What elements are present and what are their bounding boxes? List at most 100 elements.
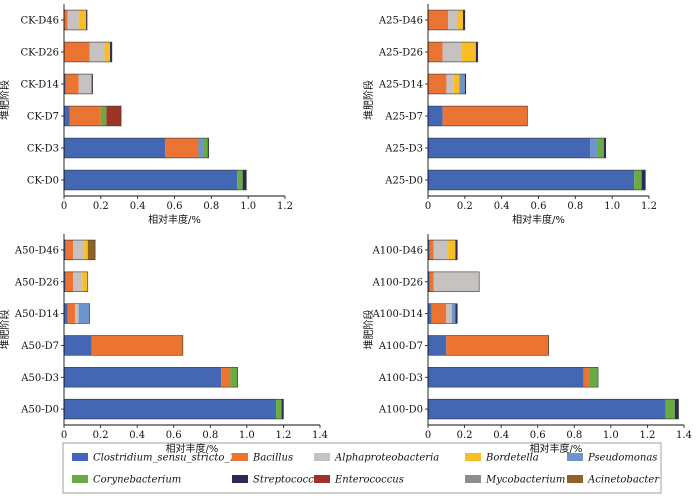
bar-segment-A25-D26-3 bbox=[442, 42, 462, 62]
bar-segment-CK-D7-2 bbox=[69, 106, 101, 126]
x-tick-label-0.2: 0.2 bbox=[93, 430, 109, 441]
bar-segment-CK-D14-2 bbox=[65, 74, 79, 94]
legend: Clostridium_sensu_stricto_1 Bacillus Alpha… bbox=[72, 453, 660, 486]
bar-segment-A25-D3-5 bbox=[590, 138, 598, 158]
bar-segment-A100-D46-2 bbox=[429, 240, 434, 260]
x-axis-label: 相对丰度/% bbox=[512, 213, 565, 226]
bar-segment-A25-D0-6 bbox=[634, 170, 642, 190]
bar-segment-A25-D14-3 bbox=[446, 74, 454, 94]
bar-segment-A50-D46-1 bbox=[64, 240, 66, 260]
bar-segment-CK-D26-4 bbox=[104, 42, 111, 62]
chart-panel-3: A50-D46 A50-D26 A50-D14 A50-D7 A50-D3 A50-D0 0… bbox=[0, 234, 328, 455]
y-axis-label: 堆肥阶段 bbox=[0, 310, 11, 350]
bar-segment-A100-D3-1 bbox=[428, 367, 584, 388]
bar-segment-CK-D46-7 bbox=[86, 10, 88, 30]
bar-segment-A25-D46-2 bbox=[428, 10, 449, 30]
bar-segment-CK-D0-1 bbox=[64, 170, 238, 190]
legend-swatch-4 bbox=[465, 453, 481, 461]
y-tick-label-A50-D26: A50-D26 bbox=[14, 277, 59, 288]
bar-segment-A50-D14-1 bbox=[64, 303, 68, 324]
bar-segment-A50-D3-2 bbox=[221, 367, 231, 388]
bar-segment-A25-D0-1 bbox=[428, 170, 635, 190]
bar-segment-A50-D14-2 bbox=[67, 303, 75, 324]
x-tick-label-0.2: 0.2 bbox=[93, 201, 109, 212]
x-tick-label-0.6: 0.6 bbox=[167, 201, 183, 212]
x-tick-label-1.4: 1.4 bbox=[312, 430, 328, 441]
y-tick-label-A25-D3: A25-D3 bbox=[384, 144, 423, 155]
bar-segment-A50-D0-7 bbox=[281, 399, 284, 419]
x-tick-label-0.8: 0.8 bbox=[202, 430, 218, 441]
y-tick-label-A50-D0: A50-D0 bbox=[20, 405, 59, 416]
bar-segment-A25-D3-1 bbox=[428, 138, 591, 158]
bar-segment-CK-D26-3 bbox=[89, 42, 105, 62]
legend-swatch-6 bbox=[72, 475, 88, 483]
legend-label-1: Clostridium_sensu_stricto_1 bbox=[93, 453, 236, 464]
bar-segment-CK-D3-2 bbox=[165, 138, 199, 158]
bar-segment-A25-D46-7 bbox=[462, 10, 465, 30]
bar-segment-A50-D26-2 bbox=[65, 271, 74, 292]
y-tick-label-A50-D14: A50-D14 bbox=[14, 309, 59, 320]
bar-segment-A100-D7-1 bbox=[428, 335, 447, 356]
x-tick-label-1.2: 1.2 bbox=[639, 430, 655, 441]
bar-segment-A25-D3-7 bbox=[603, 138, 606, 158]
bar-segment-A100-D0-7 bbox=[674, 399, 679, 419]
x-tick-label-0.8: 0.8 bbox=[566, 430, 582, 441]
bar-segment-A100-D46-1 bbox=[428, 240, 430, 260]
legend-frame bbox=[62, 442, 662, 494]
bar-segment-CK-D3-1 bbox=[64, 138, 166, 158]
legend-swatch-7 bbox=[232, 475, 248, 483]
x-tick-label-1.0: 1.0 bbox=[603, 430, 619, 441]
legend-swatch-2 bbox=[232, 453, 248, 461]
chart-panel-1: CK-D46 CK-D26 CK-D14 CK-D7 CK-D3 CK-D0 0 0.2 0.4… bbox=[0, 4, 293, 226]
x-tick-label-0.4: 0.4 bbox=[129, 430, 145, 441]
bar-segment-A50-D26-3 bbox=[73, 271, 83, 292]
bar-segment-CK-D26-7 bbox=[110, 42, 112, 62]
bar-segment-CK-D14-3 bbox=[78, 74, 92, 94]
bar-segment-A100-D26-2 bbox=[429, 271, 434, 292]
bar-segment-A100-D3-2 bbox=[583, 367, 589, 388]
legend-label-3: Alphaproteobacteria bbox=[334, 453, 439, 464]
bar-segment-CK-D3-6 bbox=[203, 138, 208, 158]
x-tick-label-0.8: 0.8 bbox=[567, 201, 583, 212]
x-axis-label: 相对丰度/% bbox=[530, 442, 583, 455]
legend-swatch-9 bbox=[465, 475, 481, 483]
bar-segment-A100-D14-5 bbox=[451, 303, 456, 324]
legend-swatch-5 bbox=[567, 453, 583, 461]
bar-segment-A100-D14-1 bbox=[428, 303, 432, 324]
bar-segment-A100-D14-7 bbox=[455, 303, 458, 324]
bar-segment-A25-D26-2 bbox=[428, 42, 443, 62]
chart-panel-4: A100-D46 A100-D26 A100-D14 A100-D7 A100-D3 A1… bbox=[362, 234, 692, 455]
bar-segment-A25-D14-7 bbox=[464, 74, 466, 94]
y-tick-label-A25-D0: A25-D0 bbox=[384, 176, 423, 187]
bar-segment-A50-D0-6 bbox=[276, 399, 282, 419]
x-tick-label-0.4: 0.4 bbox=[130, 201, 146, 212]
bar-segment-A100-D14-3 bbox=[446, 303, 452, 324]
bar-segment-A50-D0-1 bbox=[64, 399, 277, 419]
legend-swatch-3 bbox=[314, 453, 330, 461]
bar-segment-A25-D3-6 bbox=[597, 138, 604, 158]
bar-segment-A25-D14-2 bbox=[428, 74, 447, 94]
bar-segment-A50-D26-1 bbox=[64, 271, 66, 292]
x-tick-label-0.8: 0.8 bbox=[203, 201, 219, 212]
x-tick-label-0: 0 bbox=[61, 201, 67, 212]
legend-label-10: Acinetobacter bbox=[587, 475, 660, 486]
bar-segment-A50-D14-5 bbox=[78, 303, 90, 324]
x-tick-label-1.0: 1.0 bbox=[604, 201, 620, 212]
bar-segment-A50-D14-3 bbox=[74, 303, 79, 324]
bar-segment-A25-D14-5 bbox=[459, 74, 465, 94]
bar-segment-CK-D7-8 bbox=[106, 106, 122, 126]
legend-label-2: Bacillus bbox=[252, 453, 293, 464]
bar-segment-A50-D46-3 bbox=[73, 240, 85, 260]
x-tick-label-1.0: 1.0 bbox=[240, 201, 256, 212]
x-tick-label-0.6: 0.6 bbox=[531, 201, 547, 212]
y-tick-label-A100-D14: A100-D14 bbox=[372, 309, 423, 320]
y-tick-label-A50-D7: A50-D7 bbox=[20, 341, 59, 352]
bar-segment-A50-D46-4 bbox=[84, 240, 88, 260]
bar-segment-CK-D7-6 bbox=[100, 106, 107, 126]
y-tick-label-A50-D3: A50-D3 bbox=[20, 373, 59, 384]
bar-segment-A100-D26-3 bbox=[433, 271, 480, 292]
bar-segment-A100-D0-1 bbox=[428, 399, 666, 419]
bar-segment-CK-D14-1 bbox=[64, 74, 66, 94]
x-tick-label-0.2: 0.2 bbox=[457, 430, 473, 441]
